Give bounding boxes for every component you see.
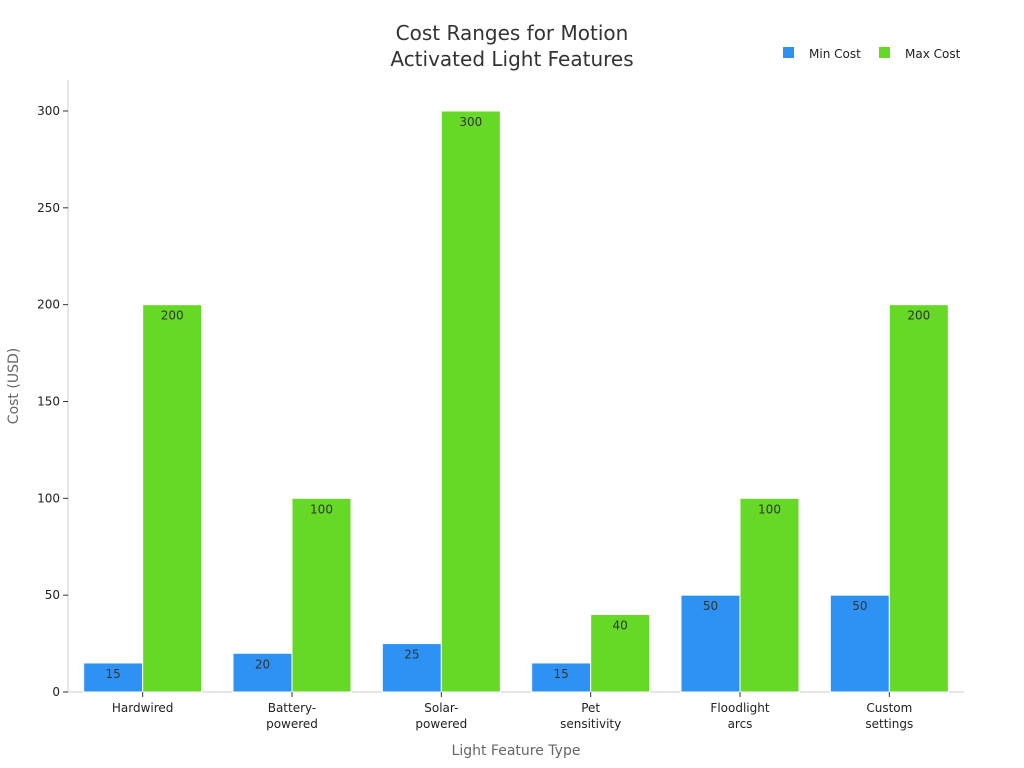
bars	[83, 110, 949, 693]
x-tick-label: Custom	[866, 701, 912, 715]
bar-max-cost	[590, 614, 651, 693]
legend-swatch-max-cost	[879, 47, 890, 58]
bar-value-label: 50	[852, 599, 867, 613]
bar-labels: 15 200 20 100 25 300 15 40 50 100 50 200	[106, 115, 931, 681]
bar-value-label: 25	[404, 648, 419, 662]
bar-min-cost	[531, 662, 592, 693]
bar-max-cost	[739, 497, 800, 693]
x-tick-label: Battery-	[268, 701, 317, 715]
bar-value-label: 50	[703, 599, 718, 613]
x-tick-label: powered	[266, 717, 318, 731]
x-tick-label: Solar-	[424, 701, 458, 715]
x-tick-label: settings	[865, 717, 913, 731]
bar-value-label: 100	[310, 502, 333, 516]
x-tick-label: powered	[415, 717, 467, 731]
y-tick-label: 0	[52, 685, 60, 699]
chart-title-line-2: Activated Light Features	[390, 47, 633, 71]
bar-value-label: 300	[459, 115, 482, 129]
bar-min-cost	[829, 594, 890, 693]
y-tick-label: 50	[45, 588, 60, 602]
x-tick-label: arcs	[728, 717, 753, 731]
chart-title-line-1: Cost Ranges for Motion	[396, 21, 629, 45]
bar-max-cost	[142, 304, 203, 693]
x-tick-label: Hardwired	[112, 701, 174, 715]
bar-value-label: 200	[907, 309, 930, 323]
bar-min-cost	[232, 652, 293, 693]
legend-label: Max Cost	[905, 47, 961, 61]
y-tick-label: 250	[37, 201, 60, 215]
bar-max-cost	[291, 497, 352, 693]
bar-value-label: 40	[613, 619, 628, 633]
x-axis-labels: Hardwired Battery-powered Solar-powered Pet…	[112, 692, 913, 731]
legend-label: Min Cost	[809, 47, 861, 61]
x-axis-title: Light Feature Type	[452, 743, 581, 759]
bar-value-label: 100	[758, 502, 781, 516]
bar-value-label: 200	[161, 309, 184, 323]
legend: Min Cost Max Cost	[783, 47, 961, 61]
y-axis-title: Cost (USD)	[6, 348, 22, 424]
bar-value-label: 20	[255, 657, 270, 671]
y-tick-label: 150	[37, 395, 60, 409]
bar-max-cost	[440, 110, 501, 693]
x-tick-label: Pet	[581, 701, 600, 715]
x-tick-label: sensitivity	[560, 717, 621, 731]
x-tick-label: Floodlight	[710, 701, 769, 715]
y-tick-label: 300	[37, 104, 60, 118]
y-axis-ticks: 0 50 100 150 200 250 300	[37, 104, 68, 699]
bar-value-label: 15	[106, 667, 121, 681]
y-tick-label: 100	[37, 491, 60, 505]
bar-max-cost	[888, 304, 949, 693]
bar-min-cost	[381, 643, 442, 693]
bar-min-cost	[680, 594, 741, 693]
bar-value-label: 15	[554, 667, 569, 681]
y-tick-label: 200	[37, 298, 60, 312]
legend-swatch-min-cost	[783, 47, 794, 58]
